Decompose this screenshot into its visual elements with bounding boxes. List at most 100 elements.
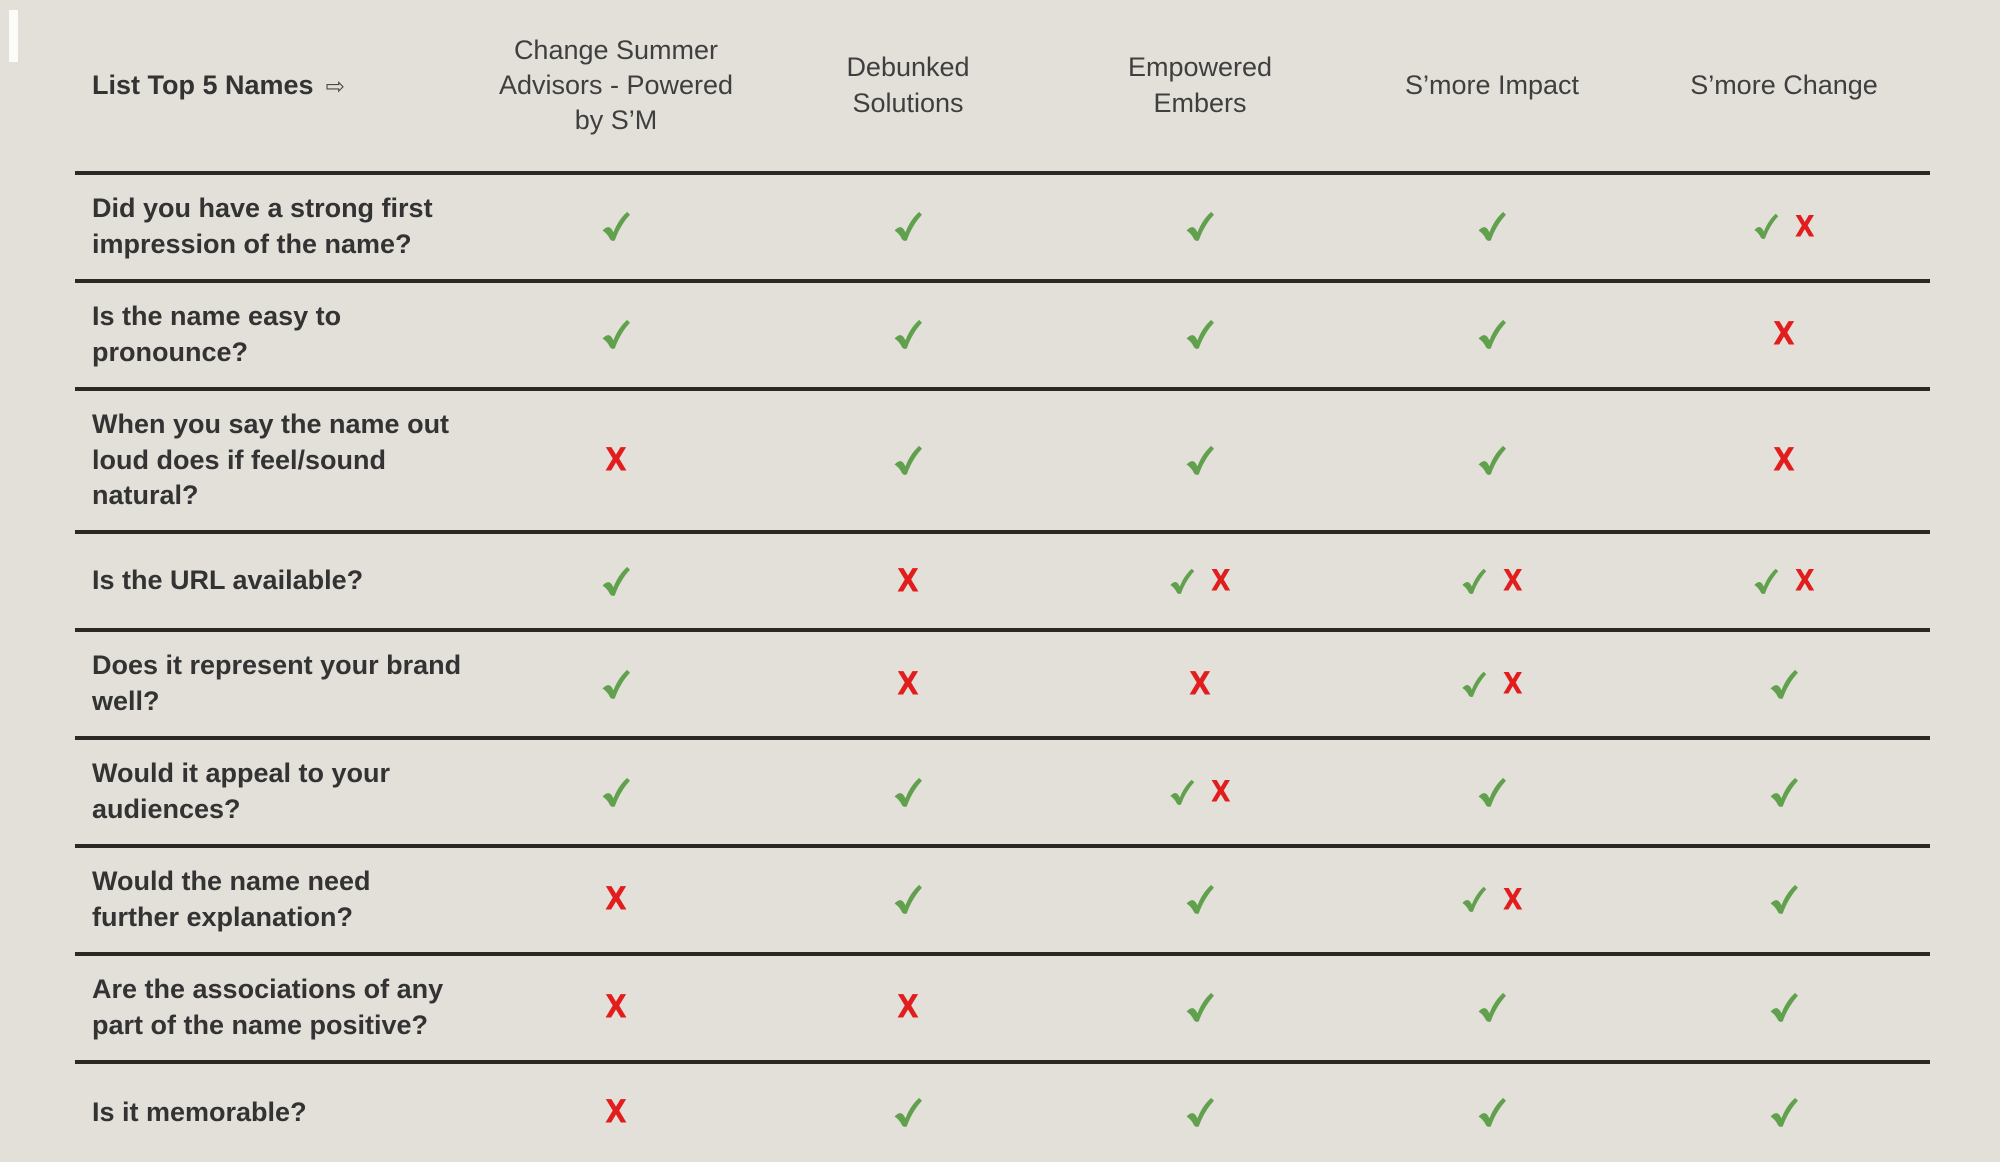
check-icon (1170, 779, 1194, 805)
table-row: Did you have a strong first impression o… (75, 175, 1930, 283)
x-icon: X (605, 988, 627, 1026)
rating-cell: X (470, 848, 762, 952)
check-icon (1770, 777, 1798, 807)
x-icon: X (1210, 774, 1231, 809)
column-header: S’more Change (1690, 69, 1878, 100)
check-icon (1186, 1097, 1214, 1127)
table-row: Is the name easy to pronounce? X (75, 283, 1930, 391)
rating-cell: X (762, 956, 1054, 1060)
x-icon: X (1502, 563, 1523, 598)
check-icon (894, 445, 922, 475)
x-icon: X (1773, 441, 1795, 479)
question-label: Would the name need further explanation? (92, 865, 371, 932)
rating-cell (470, 740, 762, 844)
rating-cell (1054, 175, 1346, 279)
check-icon (1478, 445, 1506, 475)
check-icon (1186, 445, 1214, 475)
x-icon: X (1794, 209, 1815, 244)
x-icon: X (1210, 563, 1231, 598)
x-icon: X (1502, 882, 1523, 917)
x-icon: X (605, 441, 627, 479)
question-label: Did you have a strong first impression o… (92, 193, 433, 259)
rating-cell: X (470, 1064, 762, 1162)
rating-cell (1054, 848, 1346, 952)
rating-cell: X (1638, 283, 1930, 387)
question-label: Are the associations of any part of the … (92, 973, 444, 1040)
rating-cell (1054, 391, 1346, 531)
x-icon: X (605, 880, 627, 919)
rating-cell (762, 740, 1054, 844)
table-row: Is the URL available? X X X X (75, 534, 1930, 633)
rating-cell (1054, 283, 1346, 387)
rating-cell (470, 283, 762, 387)
check-icon (1462, 568, 1486, 594)
check-icon (1770, 993, 1798, 1023)
x-icon: X (897, 665, 919, 703)
rating-cell: X (1346, 534, 1638, 628)
corner-cell: List Top 5 Names ⇨ (75, 70, 470, 101)
table-row: Are the associations of any part of the … (75, 956, 1930, 1064)
column-header: Empowered Embers (1127, 52, 1273, 118)
question-label: Is the URL available? (92, 565, 364, 596)
rating-cell (1346, 1064, 1638, 1162)
page-edge-highlight (9, 10, 18, 62)
rating-cell: X (1054, 632, 1346, 736)
check-icon (1462, 671, 1486, 697)
rating-cell (1638, 740, 1930, 844)
check-icon (1478, 777, 1506, 807)
check-icon (894, 320, 922, 350)
check-icon (602, 320, 630, 350)
rating-cell (1346, 283, 1638, 387)
rating-cell (1638, 956, 1930, 1060)
rating-cell (1638, 632, 1930, 736)
column-header: S’more Impact (1404, 69, 1580, 100)
rating-cell (1346, 391, 1638, 531)
check-icon (1186, 885, 1214, 915)
comparison-table: List Top 5 Names ⇨ Change Summer Advisor… (75, 0, 1930, 1162)
rating-cell (1054, 1064, 1346, 1162)
table-row: Would the name need further explanation?… (75, 848, 1930, 956)
check-icon (602, 669, 630, 699)
rating-cell (1638, 1064, 1930, 1162)
rating-cell: X (1638, 391, 1930, 531)
rating-cell (1054, 956, 1346, 1060)
table-header-row: List Top 5 Names ⇨ Change Summer Advisor… (75, 0, 1930, 175)
check-icon (1478, 212, 1506, 242)
right-arrow-icon: ⇨ (325, 73, 345, 100)
question-label: Is it memorable? (92, 1096, 307, 1127)
rating-cell: X (762, 632, 1054, 736)
table-row: When you say the name out loud does if f… (75, 391, 1930, 535)
x-icon: X (1189, 665, 1211, 703)
check-icon (894, 1097, 922, 1127)
rating-cell (470, 632, 762, 736)
check-icon (1186, 212, 1214, 242)
table-title: List Top 5 Names (92, 70, 314, 100)
table-row: Would it appeal to your audiences? X (75, 740, 1930, 848)
check-icon (1186, 993, 1214, 1023)
x-icon: X (605, 1093, 627, 1131)
table-row: Is it memorable? X (75, 1064, 1930, 1162)
rating-cell (470, 534, 762, 628)
x-icon: X (897, 988, 919, 1026)
rating-cell (1346, 740, 1638, 844)
column-header: Change Summer Advisors - Powered by S’M (498, 34, 734, 136)
check-icon (1478, 993, 1506, 1023)
rating-cell: X (1054, 740, 1346, 844)
check-icon (1170, 568, 1194, 594)
check-icon (894, 212, 922, 242)
x-icon: X (1794, 563, 1815, 598)
rating-cell: X (762, 534, 1054, 628)
rating-cell: X (1638, 534, 1930, 628)
rating-cell (762, 283, 1054, 387)
rating-cell (762, 1064, 1054, 1162)
check-icon (894, 885, 922, 915)
rating-cell (470, 175, 762, 279)
rating-cell (762, 848, 1054, 952)
check-icon (1478, 320, 1506, 350)
check-icon (1754, 568, 1778, 594)
rating-cell: X (1346, 632, 1638, 736)
check-icon (1478, 1097, 1506, 1127)
x-icon: X (1773, 315, 1795, 353)
check-icon (602, 212, 630, 242)
check-icon (602, 777, 630, 807)
